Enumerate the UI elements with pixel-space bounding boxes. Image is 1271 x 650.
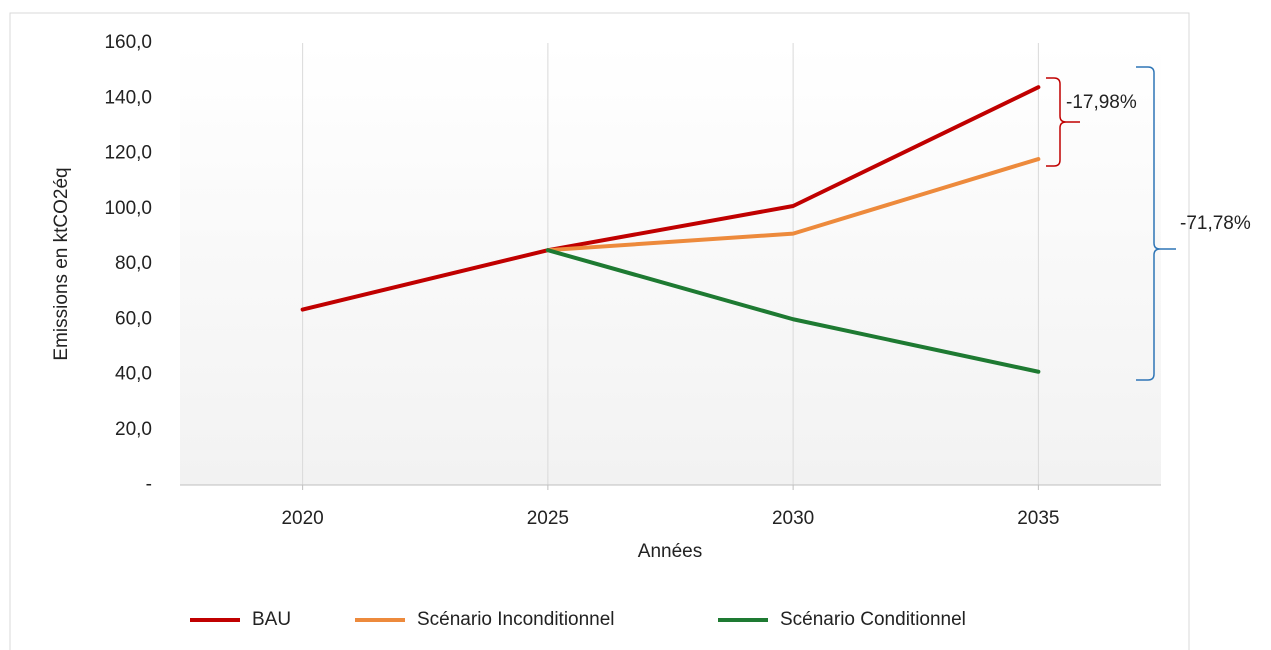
y-tick-label: 40,0 <box>115 364 152 385</box>
x-tick-label: 2035 <box>1017 508 1059 529</box>
y-tick-label: 120,0 <box>104 143 152 164</box>
y-tick-label: 140,0 <box>104 87 152 108</box>
legend-label: Scénario Inconditionnel <box>417 609 615 630</box>
x-tick-label: 2025 <box>527 508 569 529</box>
y-axis-label: Emissions en ktCO2éq <box>51 167 72 360</box>
y-tick-label: 100,0 <box>104 198 152 219</box>
annotation: -71,78% <box>1180 213 1251 234</box>
legend-label: BAU <box>252 609 291 630</box>
bracket <box>1046 77 1080 167</box>
y-tick-label: 160,0 <box>104 32 152 53</box>
y-tick-label: - <box>146 474 152 495</box>
y-tick-label: 60,0 <box>115 308 152 329</box>
plot-area <box>180 43 1161 485</box>
legend-label: Scénario Conditionnel <box>780 609 966 630</box>
series-line <box>300 85 1041 312</box>
annotation: -17,98% <box>1066 92 1137 113</box>
y-tick-label: 20,0 <box>115 419 152 440</box>
x-tick-label: 2020 <box>281 508 323 529</box>
x-tick-label: 2030 <box>772 508 814 529</box>
series-line <box>545 157 1041 253</box>
x-axis-label: Années <box>638 541 702 562</box>
bracket <box>1136 66 1176 381</box>
y-tick-label: 80,0 <box>115 253 152 274</box>
series-line <box>545 248 1041 374</box>
